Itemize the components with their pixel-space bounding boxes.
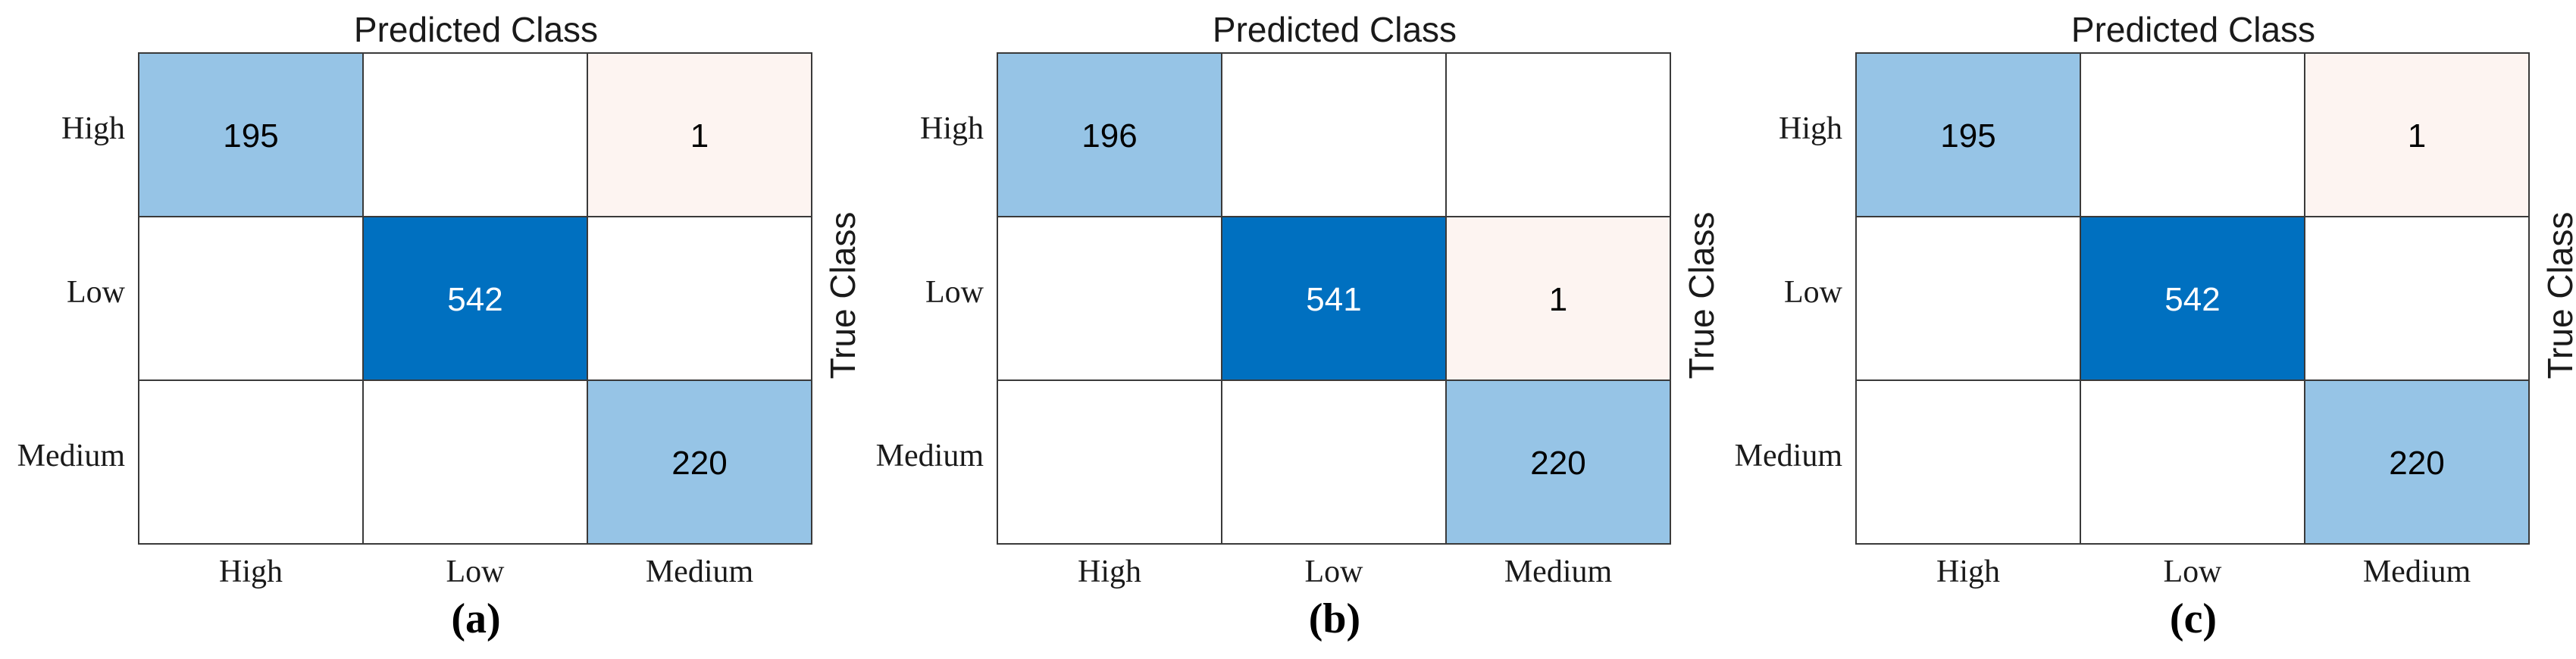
matrix-cell [1445, 379, 1671, 545]
y-tick-label: Low [925, 275, 984, 310]
matrix-cell [2304, 52, 2530, 217]
matrix-cell [2304, 216, 2530, 381]
cell-value-label: 542 [447, 281, 502, 318]
matrix-cell [587, 216, 812, 381]
matrix-cell [997, 379, 1222, 545]
confusion-matrix-panel-a: Predicted Class 195 1 542 220 True Class (a… [0, 0, 859, 659]
matrix-cell [362, 52, 588, 217]
confusion-matrix-svg: Predicted Class 195 1 542 220 True Class (a… [17, 10, 859, 642]
y-tick-label: Low [67, 275, 126, 310]
confusion-matrix-svg: Predicted Class 195 1 542 220 True Class (c… [1735, 10, 2576, 642]
cell-value-label: 196 [1081, 117, 1137, 155]
matrix-cell [1221, 379, 1447, 545]
x-tick-label: Low [1305, 554, 1364, 589]
x-tick-label: Medium [1504, 554, 1613, 589]
matrix-cell [2080, 52, 2305, 217]
matrix-cell [1855, 379, 2081, 545]
panel-caption: (b) [1309, 595, 1360, 642]
confusion-matrix-panel-b: Predicted Class 196 541 1 220 True Class (b… [859, 0, 1717, 659]
cell-value-label: 1 [690, 117, 709, 155]
matrix-cell [138, 379, 364, 545]
cell-value-label: 220 [1530, 445, 1585, 482]
y-axis-label: True Class [2540, 212, 2576, 379]
y-tick-label: High [920, 111, 984, 146]
confusion-matrix-svg: Predicted Class 196 541 1 220 True Class (b… [876, 10, 1717, 642]
matrix-cell [587, 379, 812, 545]
x-tick-label: High [219, 554, 283, 589]
matrix-cells: 195 1 542 220 [138, 52, 812, 545]
panel-caption: (c) [2170, 595, 2217, 642]
matrix-cell [1221, 216, 1447, 381]
x-tick-label: Low [2164, 554, 2223, 589]
cell-value-label: 220 [2389, 445, 2444, 482]
matrix-cell [1855, 216, 2081, 381]
cell-value-label: 220 [671, 445, 727, 482]
cell-value-label: 541 [1306, 281, 1361, 318]
y-tick-label: Low [1784, 275, 1843, 310]
cell-value-label: 1 [2408, 117, 2426, 155]
cell-value-label: 195 [223, 117, 278, 155]
matrix-cell [997, 216, 1222, 381]
chart-title: Predicted Class [354, 10, 598, 49]
matrix-cells: 195 1 542 220 [1855, 52, 2530, 545]
x-tick-label: Medium [2363, 554, 2471, 589]
matrix-cell [138, 216, 364, 381]
matrix-cell [362, 216, 588, 381]
matrix-cell [1221, 52, 1447, 217]
x-tick-label: Low [446, 554, 505, 589]
x-tick-label: High [1936, 554, 2000, 589]
matrix-cell [587, 52, 812, 217]
y-tick-label: Medium [17, 439, 126, 473]
chart-title: Predicted Class [2071, 10, 2315, 49]
cell-value-label: 542 [2164, 281, 2220, 318]
y-axis-label: True Class [823, 212, 859, 379]
x-tick-label: Medium [646, 554, 754, 589]
matrix-cell [997, 52, 1222, 217]
matrix-cell [1445, 52, 1671, 217]
matrix-cell [2304, 379, 2530, 545]
panel-caption: (a) [451, 595, 500, 642]
confusion-matrix-panel-c: Predicted Class 195 1 542 220 True Class (c… [1717, 0, 2576, 659]
y-axis-label: True Class [1682, 212, 1717, 379]
matrix-cell [138, 52, 364, 217]
cell-value-label: 1 [1549, 281, 1567, 318]
chart-title: Predicted Class [1213, 10, 1457, 49]
y-tick-label: Medium [1735, 439, 1843, 473]
y-tick-label: Medium [876, 439, 984, 473]
cell-value-label: 195 [1940, 117, 1995, 155]
x-tick-label: High [1078, 554, 1141, 589]
matrix-cells: 196 541 1 220 [997, 52, 1671, 545]
y-tick-label: High [61, 111, 125, 146]
matrix-cell [362, 379, 588, 545]
matrix-cell [2080, 379, 2305, 545]
y-tick-label: High [1779, 111, 1842, 146]
